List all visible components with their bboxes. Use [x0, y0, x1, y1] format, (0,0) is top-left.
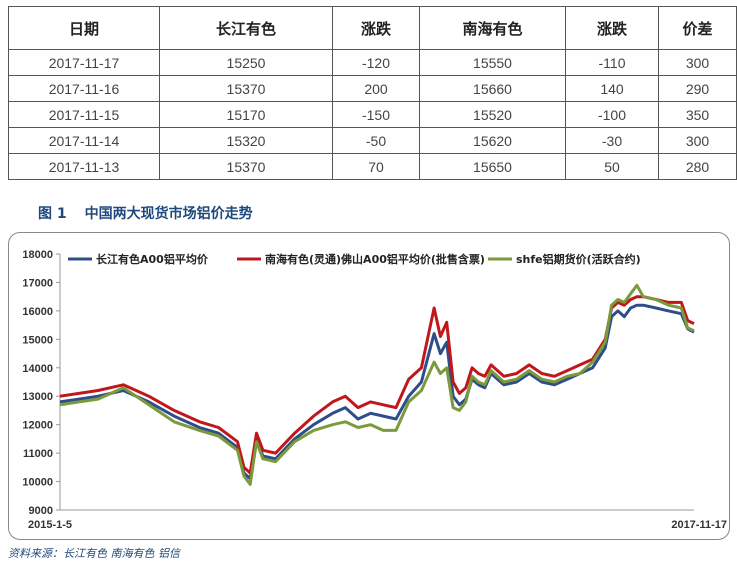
table-header-row: 日期 长江有色 涨跌 南海有色 涨跌 价差 [8, 6, 737, 50]
series-line-0 [59, 303, 695, 481]
table-cell: 15620 [419, 127, 566, 154]
table-cell: 15660 [419, 75, 566, 102]
y-tick-label: 13000 [22, 391, 53, 403]
table-cell: 70 [332, 153, 420, 180]
table-cell: 140 [565, 75, 659, 102]
y-tick-label: 12000 [22, 420, 53, 432]
table-cell: 50 [565, 153, 659, 180]
table-cell: 15370 [159, 153, 333, 180]
y-tick-label: 17000 [22, 277, 53, 289]
header-changjiang: 长江有色 [159, 6, 333, 50]
table-cell: 15170 [159, 101, 333, 128]
header-date: 日期 [8, 6, 160, 50]
table-cell: 280 [658, 153, 737, 180]
table-cell: -100 [565, 101, 659, 128]
series-line-1 [59, 295, 695, 475]
table-row: 2017-11-13 15370 70 15650 50 280 [8, 153, 737, 180]
figure-number: 图 1 [38, 206, 67, 222]
y-tick-label: 14000 [22, 363, 53, 375]
table-row: 2017-11-17 15250 -120 15550 -110 300 [8, 49, 737, 76]
header-change-2: 涨跌 [565, 6, 659, 50]
table-cell: 15650 [419, 153, 566, 180]
table-cell: 15520 [419, 101, 566, 128]
table-cell: 2017-11-15 [8, 101, 160, 128]
table-cell: 290 [658, 75, 737, 102]
table-row: 2017-11-16 15370 200 15660 140 290 [8, 75, 737, 102]
chart-frame [8, 232, 730, 540]
table-cell: 15320 [159, 127, 333, 154]
table-cell: -50 [332, 127, 420, 154]
figure-title: 图 1 中国两大现货市场铝价走势 [38, 203, 253, 223]
figure-title-text: 中国两大现货市场铝价走势 [84, 206, 253, 222]
legend-label-0: 长江有色A00铝平均价 [96, 252, 209, 266]
price-table-wrapper: 日期 长江有色 涨跌 南海有色 涨跌 价差 2017-11-17 15250 -12… [8, 6, 737, 180]
table-body: 2017-11-17 15250 -120 15550 -110 300 2017-11-1… [8, 49, 737, 180]
legend-label-1: 南海有色(灵通)佛山A00铝平均价(批售含票) [265, 252, 485, 266]
y-tick-label: 10000 [22, 477, 53, 489]
table-cell: 15250 [159, 49, 333, 76]
table-cell: 2017-11-14 [8, 127, 160, 154]
legend-label-2: shfe铝期货价(活跃合约) [516, 252, 641, 266]
source-note: 资料来源：长江有色 南海有色 铝信 [8, 547, 180, 560]
aluminum-price-chart: 9000 10000 11000 12000 13000 14000 15000 16000 1… [22, 249, 727, 531]
table-cell: -110 [565, 49, 659, 76]
y-tick-label: 15000 [22, 334, 53, 346]
y-tick-label: 9000 [29, 505, 53, 517]
table-row: 2017-11-15 15170 -150 15520 -100 350 [8, 101, 737, 128]
table-cell: 2017-11-16 [8, 75, 160, 102]
x-tick-label-start: 2015-1-5 [28, 519, 72, 531]
table-cell: 300 [658, 127, 737, 154]
y-tick-label: 18000 [22, 249, 53, 261]
x-tick-label-end: 2017-11-17 [671, 519, 727, 531]
table-row: 2017-11-14 15320 -50 15620 -30 300 [8, 127, 737, 154]
table-cell: 300 [658, 49, 737, 76]
table-cell: 2017-11-17 [8, 49, 160, 76]
table-cell: 2017-11-13 [8, 153, 160, 180]
y-tick-label: 16000 [22, 306, 53, 318]
table-cell: -120 [332, 49, 420, 76]
table-cell: -30 [565, 127, 659, 154]
table-cell: 200 [332, 75, 420, 102]
table-cell: 350 [658, 101, 737, 128]
table-cell: -150 [332, 101, 420, 128]
header-nanhai: 南海有色 [419, 6, 566, 50]
table-cell: 15370 [159, 75, 333, 102]
header-spread: 价差 [658, 6, 737, 50]
header-change-1: 涨跌 [332, 6, 420, 50]
table-cell: 15550 [419, 49, 566, 76]
series-line-2 [59, 283, 695, 486]
price-table: 日期 长江有色 涨跌 南海有色 涨跌 价差 2017-11-17 15250 -12… [8, 6, 737, 180]
y-tick-label: 11000 [23, 448, 53, 460]
